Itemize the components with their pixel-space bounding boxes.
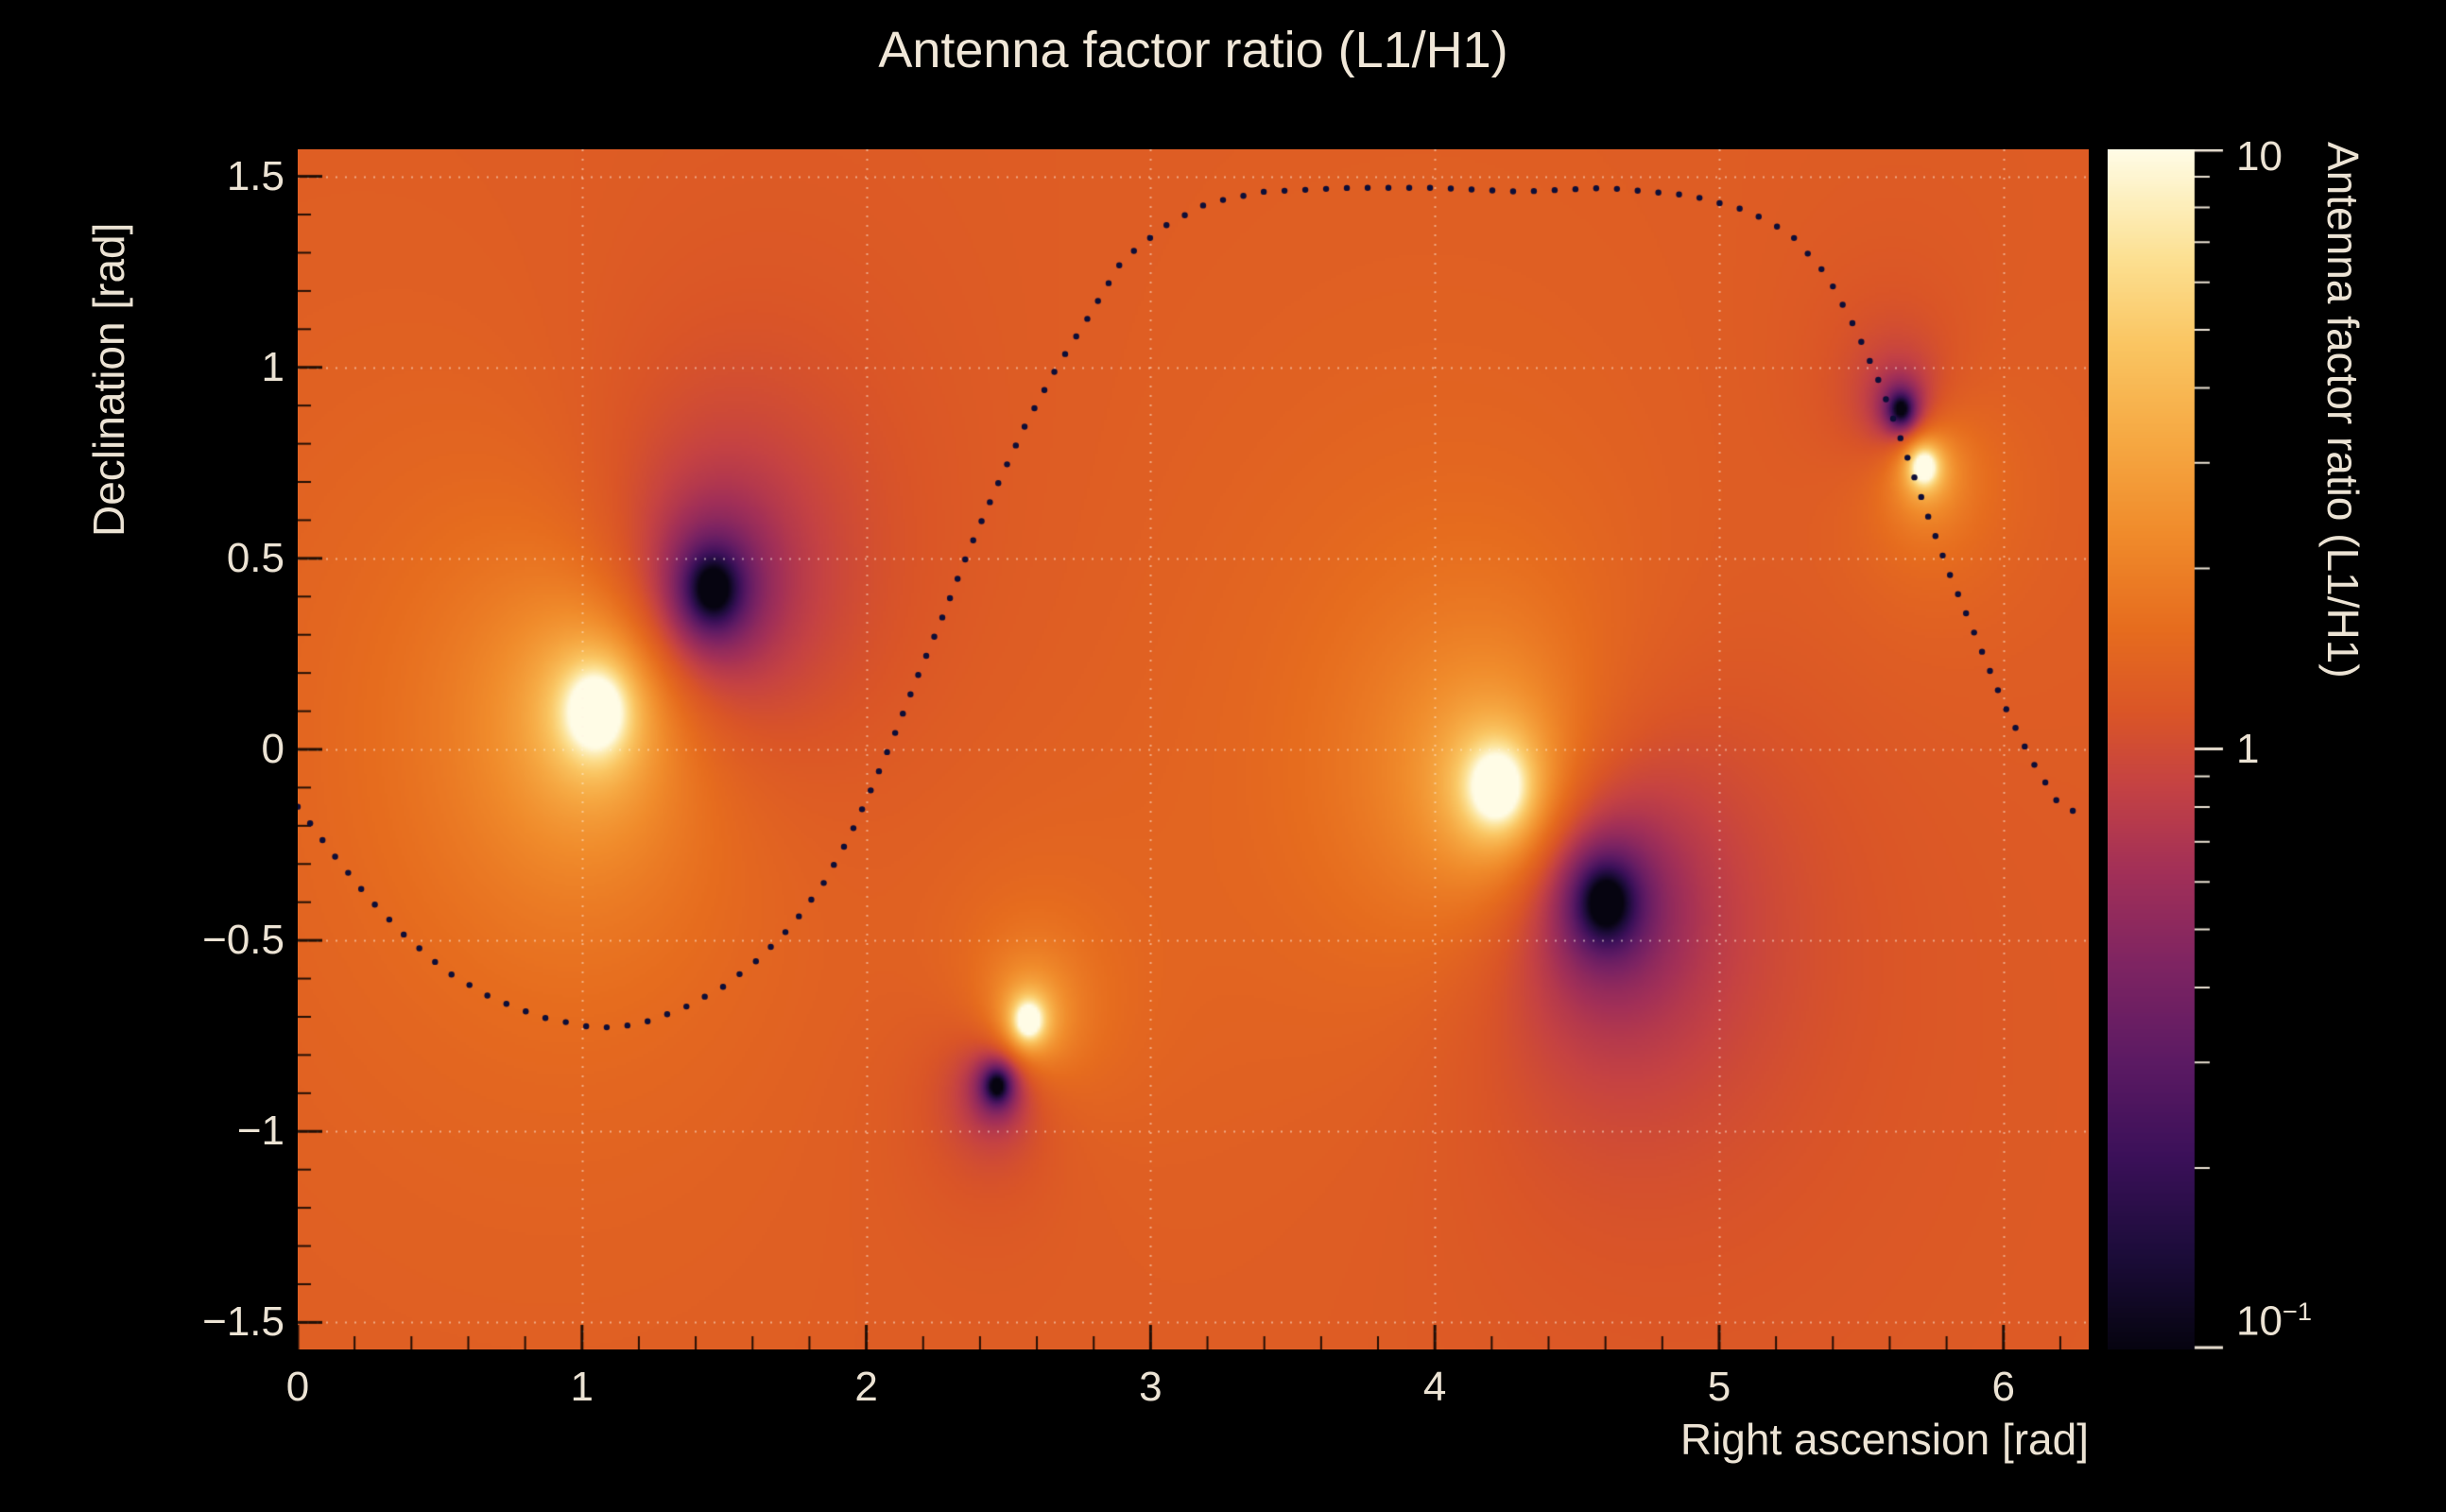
x-tick-label: 6 [1991,1364,2015,1410]
x-tick-label: 5 [1707,1364,1731,1410]
x-tick-label: 0 [285,1364,310,1410]
y-tick-label: −1.5 [202,1298,284,1346]
plot-overlay-canvas [298,149,2089,1349]
y-tick-label: 1 [261,343,284,390]
y-tick-label: −0.5 [202,917,284,964]
chart-title: Antenna factor ratio (L1/H1) [878,22,1508,78]
colorbar-tick-label: 10−1 [2236,1297,2313,1345]
y-tick-label: 0 [261,726,284,772]
x-tick-label: 4 [1422,1364,1447,1410]
y-tick-label: −1 [236,1108,284,1155]
y-axis-title: Declination [rad] [84,222,133,537]
x-tick-label: 3 [1139,1364,1163,1410]
x-tick-label: 2 [854,1364,878,1410]
x-axis-title: Right ascension [rad] [1679,1415,2089,1464]
y-tick-label: 1.5 [226,152,284,199]
colorbar-title: Antenna factor ratio (L1/H1) [2318,142,2368,679]
colorbar [2108,149,2229,1349]
y-tick-label: 0.5 [226,534,284,581]
colorbar-tick-label: 1 [2236,725,2260,772]
x-tick-label: 1 [570,1364,594,1410]
colorbar-tick-label: 10 [2236,133,2282,180]
